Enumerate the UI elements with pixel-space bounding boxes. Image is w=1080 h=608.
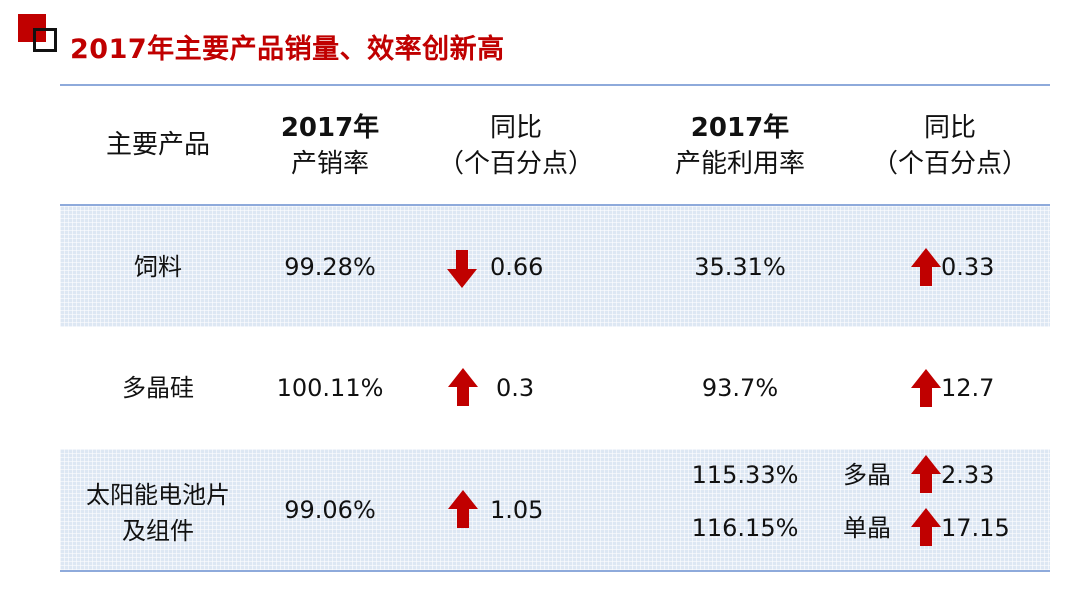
arrow-up-icon <box>448 368 478 406</box>
row-feed-capacity-yoy: 0.33 <box>941 253 995 281</box>
arrow-up-icon <box>448 490 478 528</box>
slide-title: 2017年主要产品销量、效率创新高 <box>70 34 505 65</box>
row-solar-mono-yoy: 17.15 <box>941 514 1010 542</box>
row-solar-capacity-rate-mono: 116.15% <box>691 514 799 542</box>
header-product-label: 主要产品 <box>105 130 211 160</box>
table-top-rule <box>60 84 1050 86</box>
row-solar-multi-label: 多晶 <box>843 461 891 489</box>
header-capacity-yoy: 同比 （个百分点） <box>872 110 1028 182</box>
logo-red-overlap <box>33 28 46 42</box>
row-solar-mono-label: 单晶 <box>843 514 891 542</box>
row-solar-sales-yoy: 1.05 <box>490 496 544 524</box>
row-polysilicon-product: 多晶硅 <box>122 374 194 402</box>
row-solar-capacity-rate-multi: 115.33% <box>691 461 799 489</box>
row-band-solar <box>60 449 1050 570</box>
row-feed-capacity-rate: 35.31% <box>694 253 786 281</box>
header-sales-rate: 2017年 产销率 <box>281 110 379 182</box>
row-solar-product: 太阳能电池片 及组件 <box>86 477 230 549</box>
header-sales-rate-year: 2017年 <box>280 113 380 143</box>
arrow-up-icon <box>911 455 941 493</box>
row-solar-multi-yoy: 2.33 <box>941 461 995 489</box>
header-sales-yoy-label: 同比 <box>489 113 543 143</box>
header-sales-rate-label: 产销率 <box>290 149 369 179</box>
header-sales-yoy: 同比 （个百分点） <box>438 110 594 182</box>
header-capacity-rate-label: 产能利用率 <box>674 149 806 179</box>
header-capacity-rate-year: 2017年 <box>690 113 790 143</box>
row-polysilicon-sales-rate: 100.11% <box>276 374 384 402</box>
arrow-up-icon <box>911 508 941 546</box>
arrow-up-icon <box>911 248 941 286</box>
row-feed-sales-rate: 99.28% <box>284 253 376 281</box>
row-feed-sales-yoy: 0.66 <box>490 253 544 281</box>
row-polysilicon-sales-yoy: 0.3 <box>496 374 535 402</box>
header-capacity-rate: 2017年 产能利用率 <box>675 110 805 182</box>
header-capacity-yoy-unit: （个百分点） <box>871 149 1029 179</box>
row-solar-product-line2: 及组件 <box>122 517 194 545</box>
header-product: 主要产品 <box>106 127 210 163</box>
arrow-up-icon <box>911 369 941 407</box>
row-feed-product: 饲料 <box>134 253 182 281</box>
row-band-feed <box>60 206 1050 327</box>
header-capacity-yoy-label: 同比 <box>923 113 977 143</box>
row-solar-sales-rate: 99.06% <box>284 496 376 524</box>
logo-black-frame <box>33 28 57 52</box>
header-sales-yoy-unit: （个百分点） <box>437 149 595 179</box>
table-bottom-rule <box>60 570 1050 572</box>
row-polysilicon-capacity-yoy: 12.7 <box>941 374 995 402</box>
arrow-down-icon <box>447 250 477 288</box>
row-solar-product-line1: 太阳能电池片 <box>86 481 230 509</box>
row-polysilicon-capacity-rate: 93.7% <box>701 374 779 402</box>
header-bottom-rule <box>60 204 1050 206</box>
